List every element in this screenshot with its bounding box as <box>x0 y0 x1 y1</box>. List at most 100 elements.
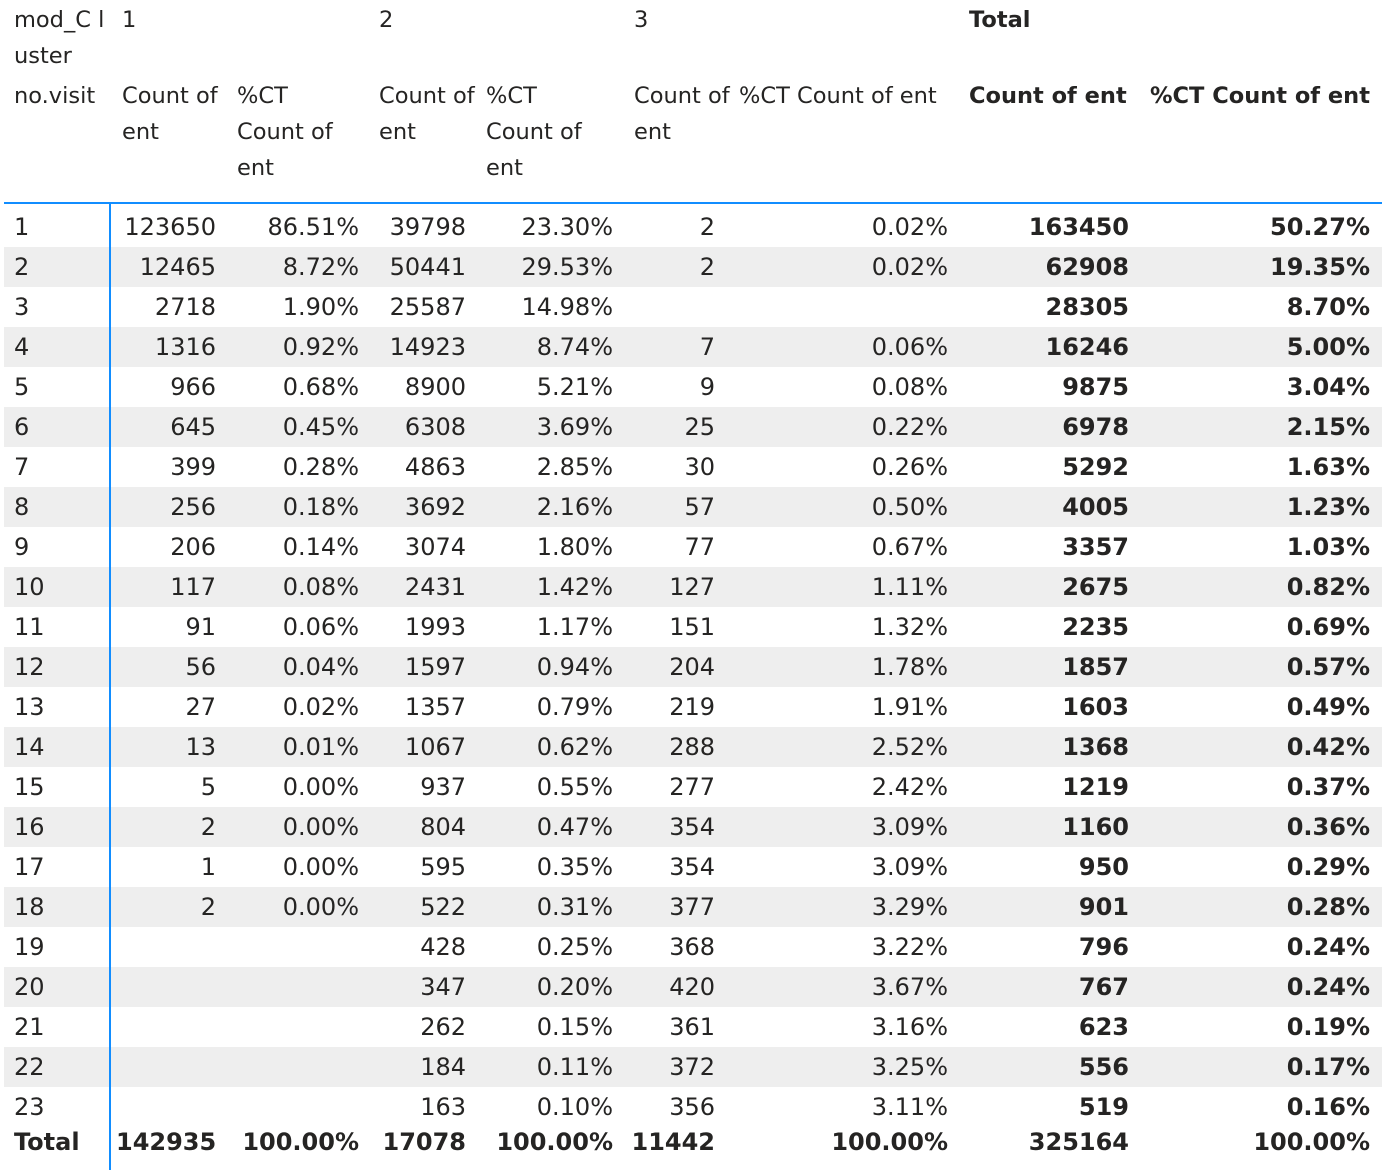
table-row[interactable]: 4 1316 0.92% 14923 8.74% 7 0.06% 16246 5.00% <box>4 327 1382 367</box>
table-row[interactable]: 18 2 0.00% 522 0.31% 377 3.29% 901 0.28% <box>4 887 1382 927</box>
table-row[interactable]: 14 13 0.01% 1067 0.62% 288 2.52% 1368 0.42% <box>4 727 1382 767</box>
cell-pct-3: 3.25% <box>871 1053 948 1081</box>
cell-row-label[interactable]: 3 <box>14 293 30 321</box>
cell-count-total: 5292 <box>1062 453 1129 481</box>
cell-count-3: 356 <box>669 1093 715 1121</box>
cell-row-label[interactable]: 17 <box>14 853 45 881</box>
measure-header-pct-2[interactable]: %CT Count of ent <box>486 83 589 181</box>
cell-pct-3: 3.29% <box>871 893 948 921</box>
cell-row-label[interactable]: 20 <box>14 973 45 1001</box>
cell-count-2: 163 <box>420 1093 466 1121</box>
cell-row-label[interactable]: 6 <box>14 413 30 441</box>
cell-count-2: 14923 <box>389 333 466 361</box>
table-row[interactable]: 11 91 0.06% 1993 1.17% 151 1.32% 2235 0.69% <box>4 607 1382 647</box>
column-field-header[interactable]: mod_C luster <box>14 7 105 69</box>
cell-row-label[interactable]: 19 <box>14 933 45 961</box>
cell-pct-total: 0.17% <box>1286 1053 1370 1081</box>
cell-row-label[interactable]: 1 <box>14 213 30 241</box>
cell-pct-3: 3.67% <box>871 973 948 1001</box>
cell-pct-2: 0.20% <box>536 973 613 1001</box>
cell-count-total: 4005 <box>1062 493 1129 521</box>
cell-count-3: 420 <box>669 973 715 1001</box>
cell-row-label[interactable]: 18 <box>14 893 45 921</box>
table-row[interactable]: 15 5 0.00% 937 0.55% 277 2.42% 1219 0.37% <box>4 767 1382 807</box>
cell-row-label[interactable]: 15 <box>14 773 45 801</box>
measure-header-count-2[interactable]: Count of ent <box>379 83 482 145</box>
cell-row-label[interactable]: 14 <box>14 733 45 761</box>
cluster-header-3[interactable]: 3 <box>634 7 649 33</box>
cell-count-2: 50441 <box>389 253 466 281</box>
cell-row-label[interactable]: 9 <box>14 533 30 561</box>
cell-count-1: 5 <box>200 773 216 801</box>
cell-pct-1 <box>226 1047 359 1087</box>
cell-pct-2: 14.98% <box>521 293 613 321</box>
cell-pct-total: 5.00% <box>1286 333 1370 361</box>
cell-row-label[interactable]: 16 <box>14 813 45 841</box>
cell-pct-total: 0.24% <box>1286 973 1370 1001</box>
cell-row-label[interactable]: 10 <box>14 573 45 601</box>
cell-count-total: 2675 <box>1062 573 1129 601</box>
cell-row-label[interactable]: 7 <box>14 453 30 481</box>
cell-pct-1: 0.06% <box>282 613 359 641</box>
table-row[interactable]: 12 56 0.04% 1597 0.94% 204 1.78% 1857 0.57% <box>4 647 1382 687</box>
measure-header-pct-total[interactable]: %CT Count of ent <box>1150 83 1370 109</box>
cell-count-1: 2 <box>200 813 216 841</box>
table-row[interactable]: 5 966 0.68% 8900 5.21% 9 0.08% 9875 3.04% <box>4 367 1382 407</box>
cell-row-label[interactable]: 12 <box>14 653 45 681</box>
table-row[interactable]: 13 27 0.02% 1357 0.79% 219 1.91% 1603 0.49% <box>4 687 1382 727</box>
cell-pct-1: 8.72% <box>282 253 359 281</box>
cell-row-label[interactable]: 21 <box>14 1013 45 1041</box>
cell-row-label[interactable]: 5 <box>14 373 30 401</box>
cell-row-label[interactable]: 13 <box>14 693 45 721</box>
cell-count-2: 522 <box>420 893 466 921</box>
table-row[interactable]: 3 2718 1.90% 25587 14.98% 28305 8.70% <box>4 287 1382 327</box>
matrix-visual: mod_C luster 1 2 3 Total no.visit Count … <box>4 0 1382 1170</box>
cell-count-total: 28305 <box>1045 293 1130 321</box>
table-row[interactable]: 10 117 0.08% 2431 1.42% 127 1.11% 2675 0.82% <box>4 567 1382 607</box>
measure-header-count-3[interactable]: Count of ent <box>634 83 737 145</box>
total-count-total: 325164 <box>1028 1128 1129 1156</box>
cell-row-label[interactable]: 23 <box>14 1093 45 1121</box>
table-row[interactable]: 9 206 0.14% 3074 1.80% 77 0.67% 3357 1.03% <box>4 527 1382 567</box>
table-row[interactable]: 2 12465 8.72% 50441 29.53% 2 0.02% 62908 19.35% <box>4 247 1382 287</box>
cell-pct-2: 0.10% <box>536 1093 613 1121</box>
table-row[interactable]: 6 645 0.45% 6308 3.69% 25 0.22% 6978 2.15% <box>4 407 1382 447</box>
cell-count-3: 354 <box>669 813 715 841</box>
cell-row-label[interactable]: 11 <box>14 613 45 641</box>
cell-pct-1: 0.08% <box>282 573 359 601</box>
cell-pct-3: 1.91% <box>871 693 948 721</box>
cluster-header-1[interactable]: 1 <box>122 7 137 33</box>
table-row[interactable]: 23 163 0.10% 356 3.11% 519 0.16% <box>4 1087 1382 1127</box>
table-row[interactable]: 21 262 0.15% 361 3.16% 623 0.19% <box>4 1007 1382 1047</box>
total-pct-3: 100.00% <box>831 1128 948 1156</box>
cluster-header-2[interactable]: 2 <box>379 7 394 33</box>
measure-header-count-total[interactable]: Count of ent <box>969 83 1127 109</box>
cell-pct-total: 0.36% <box>1286 813 1370 841</box>
cell-pct-2: 3.69% <box>536 413 613 441</box>
cell-count-2: 1597 <box>404 653 466 681</box>
table-row[interactable]: 1 123650 86.51% 39798 23.30% 2 0.02% 163450 50.2… <box>4 207 1382 247</box>
cell-row-label[interactable]: 8 <box>14 493 30 521</box>
cell-count-2: 184 <box>420 1053 466 1081</box>
cell-row-label[interactable]: 2 <box>14 253 30 281</box>
table-row[interactable]: 17 1 0.00% 595 0.35% 354 3.09% 950 0.29% <box>4 847 1382 887</box>
row-field-header[interactable]: no.visit <box>14 83 96 109</box>
cell-count-2: 39798 <box>389 213 466 241</box>
table-row[interactable]: 7 399 0.28% 4863 2.85% 30 0.26% 5292 1.63% <box>4 447 1382 487</box>
cell-count-total: 3357 <box>1062 533 1129 561</box>
total-column-header[interactable]: Total <box>969 7 1031 33</box>
table-row[interactable]: 8 256 0.18% 3692 2.16% 57 0.50% 4005 1.23% <box>4 487 1382 527</box>
cell-count-2: 595 <box>420 853 466 881</box>
cell-pct-1 <box>226 927 359 967</box>
measure-header-count-1[interactable]: Count of ent <box>122 83 225 145</box>
cell-row-label[interactable]: 4 <box>14 333 30 361</box>
table-row[interactable]: 16 2 0.00% 804 0.47% 354 3.09% 1160 0.36% <box>4 807 1382 847</box>
table-row[interactable]: 19 428 0.25% 368 3.22% 796 0.24% <box>4 927 1382 967</box>
table-row[interactable]: 22 184 0.11% 372 3.25% 556 0.17% <box>4 1047 1382 1087</box>
measure-header-pct-3[interactable]: %CT Count of ent <box>739 83 937 109</box>
cell-count-total: 2235 <box>1062 613 1129 641</box>
measure-header-pct-1[interactable]: %CT Count of ent <box>237 83 340 181</box>
cell-row-label[interactable]: 22 <box>14 1053 45 1081</box>
cell-count-1: 123650 <box>124 213 216 241</box>
table-row[interactable]: 20 347 0.20% 420 3.67% 767 0.24% <box>4 967 1382 1007</box>
